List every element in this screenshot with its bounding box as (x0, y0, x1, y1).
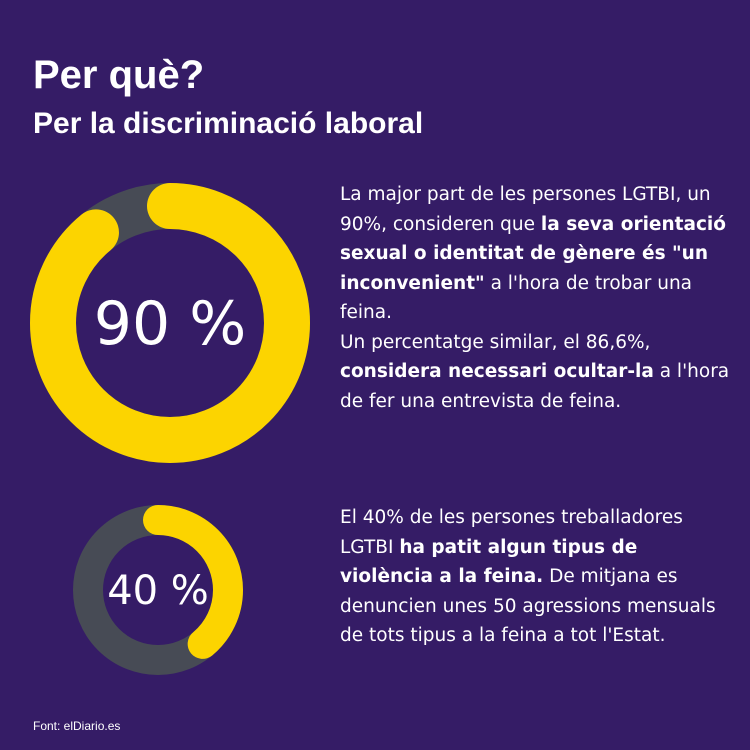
paragraph-segment: a l'hora de fer una entrevista de feina. (340, 361, 730, 412)
paragraph-segment: La major part de les persones LGTBI, un … (340, 184, 711, 235)
paragraph-90-percent: La major part de les persones LGTBI, un … (340, 180, 730, 416)
donut-chart-90: 90 % (30, 183, 310, 463)
donut-svg-90: 90 % (30, 183, 310, 463)
donut-value-arc (73, 505, 243, 675)
paragraph-segment: De mitjana es denuncien unes 50 agressio… (340, 566, 716, 646)
source-credit: Font: elDiario.es (33, 719, 121, 733)
page-subtitle: Per la discriminació laboral (33, 107, 424, 140)
donut-percent-label: 90 % (94, 289, 246, 359)
paragraph-segment: Un percentatge similar, el 86,6%, (340, 331, 651, 353)
page-title: Per què? (33, 53, 205, 97)
paragraph-bold-segment: considera necessari ocultar-la (340, 361, 654, 382)
paragraph-bold-segment: la seva orientació sexual o identitat de… (340, 213, 726, 294)
paragraph-segment: El 40% de les persones treballadores LGT… (340, 507, 683, 558)
paragraph-40-percent: El 40% de les persones treballadores LGT… (340, 503, 730, 651)
paragraph-bold-segment: ha patit algun tipus de violència a la f… (340, 536, 638, 588)
donut-svg-40: 40 % (73, 505, 243, 675)
donut-chart-40: 40 % (73, 505, 243, 675)
donut-percent-label: 40 % (107, 568, 209, 614)
donut-value-arc (30, 183, 310, 463)
paragraph-segment: a l'hora de trobar una feina. (340, 272, 693, 324)
